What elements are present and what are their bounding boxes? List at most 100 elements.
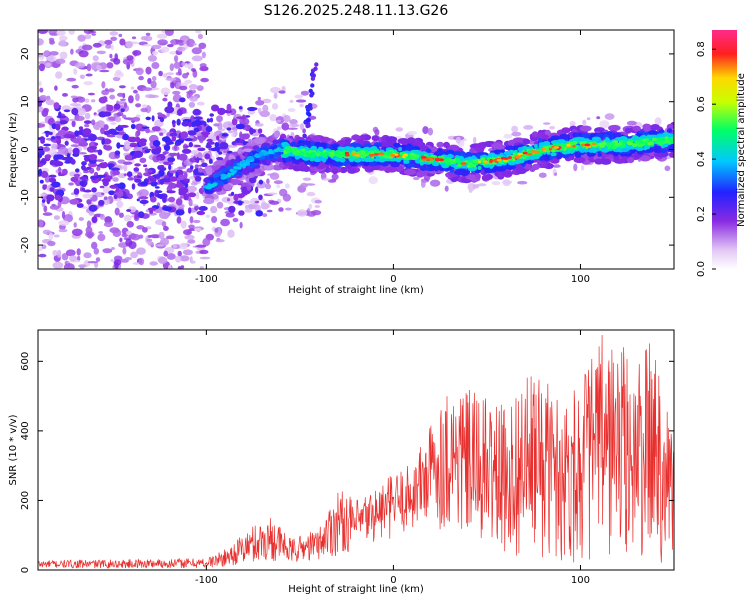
heatmap-blob xyxy=(126,171,133,178)
heatmap-blob xyxy=(354,146,362,151)
heatmap-blob xyxy=(284,183,290,189)
heatmap-blob xyxy=(280,153,289,158)
heatmap-blob xyxy=(38,53,45,57)
heatmap-blob xyxy=(632,143,638,148)
heatmap-blob xyxy=(119,38,126,46)
heatmap-blob xyxy=(219,142,229,150)
heatmap-blob xyxy=(173,144,178,151)
heatmap-blob xyxy=(122,196,129,199)
heatmap-blob xyxy=(178,186,189,194)
heatmap-blob xyxy=(195,30,202,34)
heatmap-blob xyxy=(276,143,282,148)
heatmap-blob xyxy=(56,137,62,145)
heatmap-blob xyxy=(81,161,87,166)
heatmap-blob xyxy=(237,166,242,170)
heatmap-blob xyxy=(475,173,481,180)
heatmap-blob xyxy=(247,156,254,160)
heatmap-blob xyxy=(181,121,190,127)
heatmap-blob xyxy=(597,152,602,158)
heatmap-blob xyxy=(101,192,105,195)
heatmap-blob xyxy=(91,187,97,193)
heatmap-blob xyxy=(452,151,462,157)
heatmap-blob xyxy=(44,130,50,134)
heatmap-blob xyxy=(404,159,410,164)
heatmap-blob xyxy=(42,146,51,152)
heatmap-blob xyxy=(199,266,204,269)
heatmap-blob xyxy=(189,95,199,102)
heatmap-blob xyxy=(58,228,68,233)
heatmap-blob xyxy=(242,162,248,166)
heatmap-blob xyxy=(38,153,43,159)
heatmap-blob xyxy=(300,90,309,96)
spectrogram-xtick-label: 100 xyxy=(571,274,590,285)
heatmap-blob xyxy=(259,152,263,156)
heatmap-blob xyxy=(107,88,115,93)
heatmap-blob xyxy=(196,210,206,216)
heatmap-blob xyxy=(199,249,209,255)
colorbar-gradient xyxy=(712,30,737,269)
heatmap-blob xyxy=(203,198,215,205)
heatmap-blob xyxy=(70,144,80,148)
heatmap-blob xyxy=(72,147,80,155)
heatmap-blob xyxy=(266,192,278,195)
heatmap-blob xyxy=(198,206,208,211)
heatmap-blob xyxy=(296,209,308,217)
heatmap-blob xyxy=(207,141,215,145)
heatmap-blob xyxy=(210,205,218,214)
heatmap-blob xyxy=(136,129,141,136)
snr-frame xyxy=(37,329,675,571)
heatmap-blob xyxy=(172,120,176,124)
heatmap-blob xyxy=(472,136,477,144)
heatmap-blob xyxy=(278,90,286,94)
heatmap-blob xyxy=(236,171,242,176)
heatmap-blob xyxy=(233,193,239,202)
heatmap-blob xyxy=(147,241,154,246)
heatmap-blob xyxy=(222,121,234,130)
heatmap-blob xyxy=(651,137,658,142)
heatmap-blob xyxy=(184,138,193,142)
heatmap-blob xyxy=(133,89,138,94)
heatmap-blob xyxy=(380,161,389,167)
heatmap-blob xyxy=(199,256,211,260)
heatmap-blob xyxy=(191,203,198,207)
heatmap-blob xyxy=(620,147,630,153)
heatmap-blob xyxy=(71,84,79,89)
heatmap-blob xyxy=(64,160,72,164)
heatmap-blob xyxy=(151,62,160,69)
heatmap-blob xyxy=(228,130,233,134)
colorbar-tick-label: 0.6 xyxy=(696,96,707,112)
heatmap-blob xyxy=(664,165,671,172)
heatmap-blob xyxy=(168,196,176,203)
heatmap-blob xyxy=(659,136,665,141)
heatmap-blob xyxy=(200,77,209,83)
heatmap-blob xyxy=(136,247,146,255)
heatmap-blob xyxy=(364,149,368,154)
heatmap-blob xyxy=(139,199,149,204)
spectrogram-ytick-label: -10 xyxy=(20,189,31,205)
heatmap-blob xyxy=(143,146,148,149)
heatmap-blob xyxy=(403,168,416,176)
heatmap-blob xyxy=(368,176,378,185)
heatmap-hotspot xyxy=(344,153,350,157)
heatmap-blob xyxy=(137,211,145,219)
heatmap-blob xyxy=(49,159,56,166)
heatmap-blob xyxy=(436,141,445,148)
heatmap-blob xyxy=(74,130,79,137)
heatmap-blob xyxy=(181,61,186,67)
heatmap-blob xyxy=(450,160,455,165)
heatmap-blob xyxy=(138,141,147,147)
heatmap-blob xyxy=(549,125,555,130)
heatmap-blob xyxy=(257,128,263,134)
heatmap-blob xyxy=(147,169,153,173)
heatmap-blob xyxy=(83,252,92,259)
heatmap-blob xyxy=(134,213,139,220)
heatmap-blob xyxy=(140,181,149,186)
heatmap-blob xyxy=(58,111,62,118)
heatmap-blob xyxy=(309,150,313,154)
heatmap-blob xyxy=(170,39,176,46)
heatmap-blob xyxy=(165,77,177,82)
heatmap-blob xyxy=(38,60,46,65)
heatmap-blob xyxy=(158,169,165,177)
heatmap-blob xyxy=(78,264,87,268)
heatmap-blob xyxy=(123,164,128,172)
